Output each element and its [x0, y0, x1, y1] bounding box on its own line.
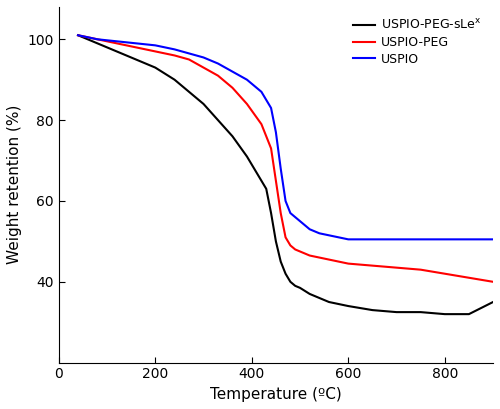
- Y-axis label: Weight retention (%): Weight retention (%): [7, 105, 22, 265]
- Legend: USPIO-PEG-sLe$^\mathregular{x}$, USPIO-PEG, USPIO: USPIO-PEG-sLe$^\mathregular{x}$, USPIO-P…: [348, 13, 487, 71]
- X-axis label: Temperature (ºC): Temperature (ºC): [210, 387, 342, 402]
